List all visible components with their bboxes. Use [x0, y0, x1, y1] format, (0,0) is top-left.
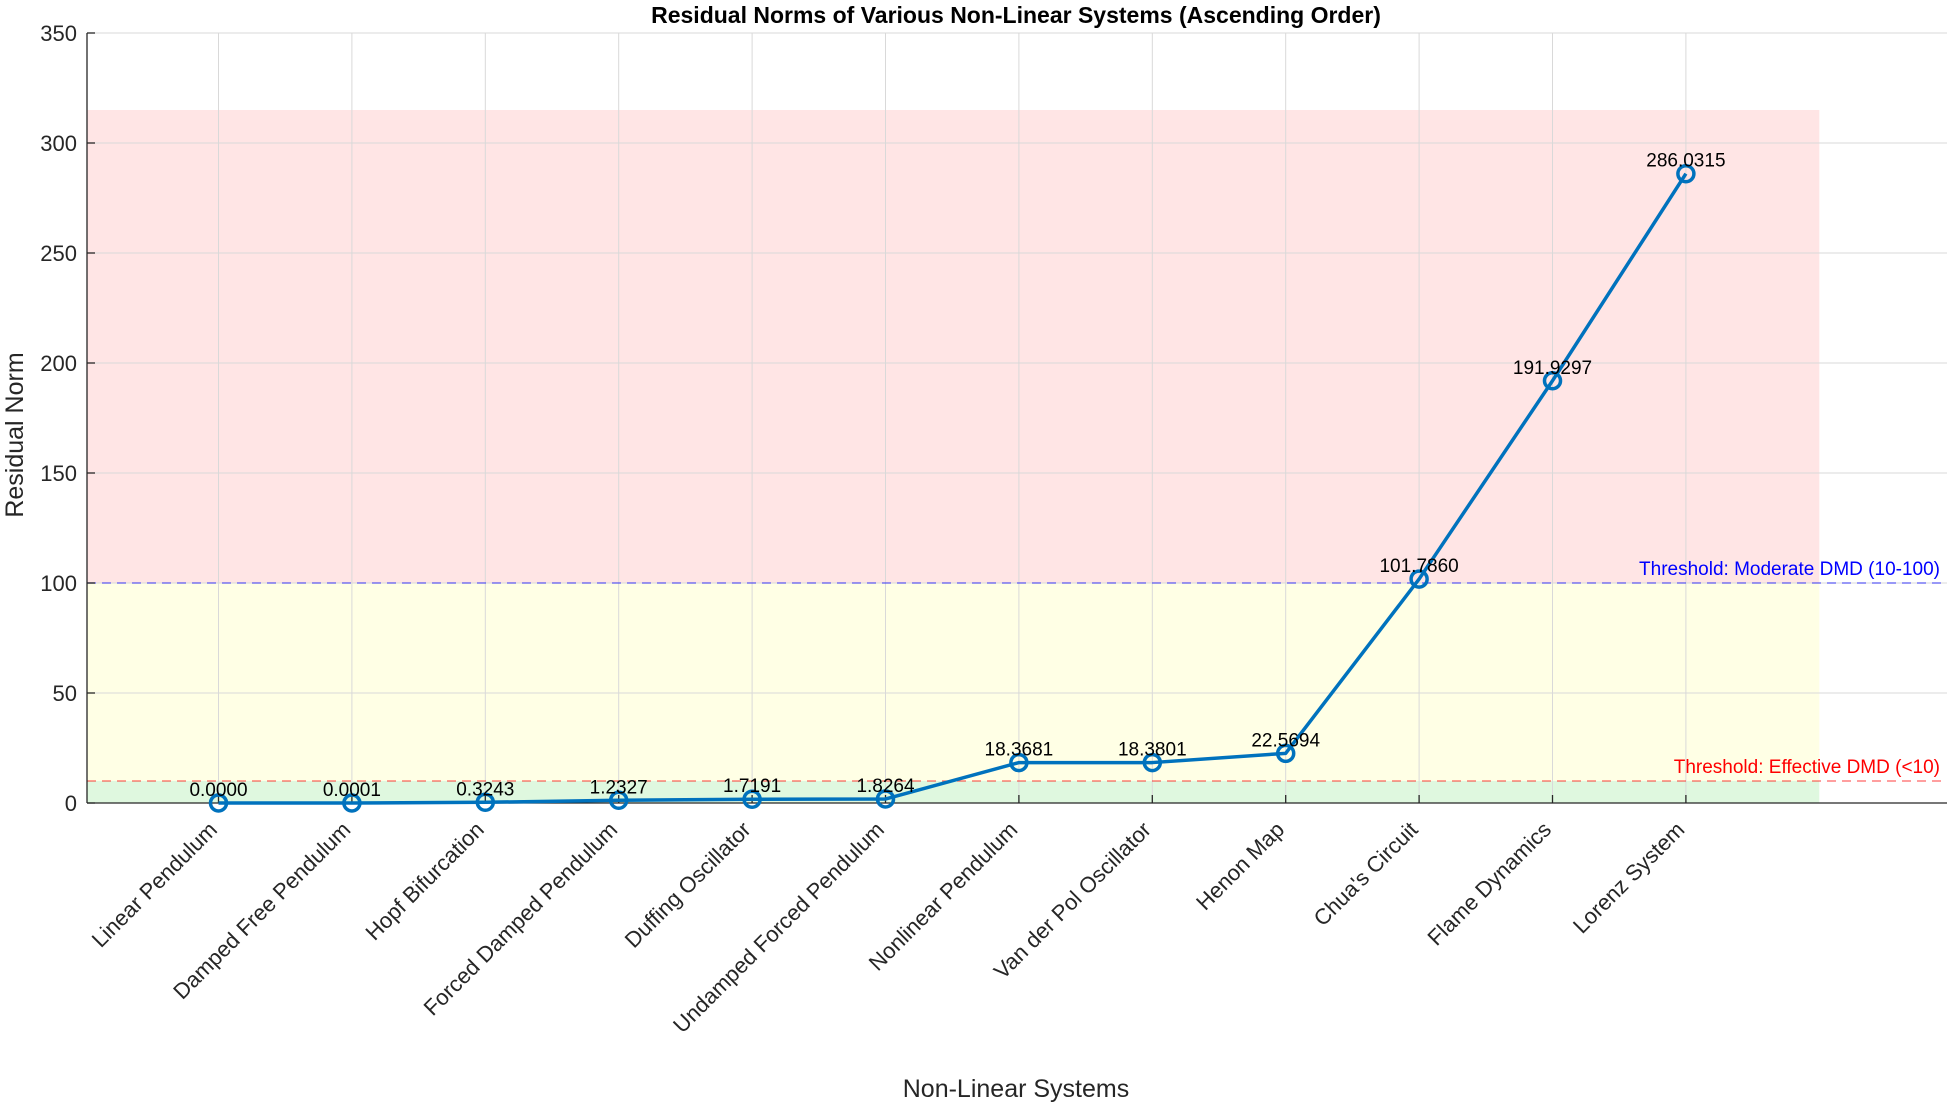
data-label-10: 191.9297: [1513, 358, 1592, 379]
y-tick-label-1: 50: [53, 681, 77, 706]
data-point-6: [1009, 752, 1029, 773]
threshold-lines: Threshold: Effective DMD (<10) Threshold:…: [87, 559, 1947, 782]
data-point-4: [742, 789, 762, 809]
data-point-2: [475, 792, 496, 813]
series-line: [218, 172, 1688, 805]
x-tick-label-5: Undamped Forced Pendulum: [668, 817, 889, 1038]
x-tick-label-2: Hopf Bifurcation: [360, 817, 488, 945]
data-labels: 0.0000 0.0001 0.3243 1.2327 1.7191 1.8264 18.3…: [189, 151, 1725, 801]
x-tick-label-8: Henon Map: [1191, 817, 1289, 915]
data-label-11: 286.0315: [1646, 151, 1725, 172]
series: [208, 163, 1696, 813]
data-label-3: 1.2327: [590, 777, 648, 798]
data-label-2: 0.3243: [456, 779, 514, 800]
data-label-5: 1.8264: [856, 776, 915, 797]
x-tick-label-4: Duffing Oscillator: [620, 817, 756, 953]
data-point-5: [875, 789, 896, 809]
y-tick-label-2: 100: [40, 571, 77, 596]
y-tick-label-4: 200: [40, 351, 77, 376]
threshold-label-1: Threshold: Moderate DMD (10-100): [1639, 559, 1940, 580]
y-tick-label-0: 0: [65, 791, 77, 816]
data-point-8: [1275, 743, 1296, 764]
chart-title: Residual Norms of Various Non-Linear Sys…: [651, 2, 1381, 28]
data-point-7: [1142, 752, 1163, 773]
data-point-3: [608, 790, 629, 811]
y-axis-label: Residual Norm: [1, 352, 29, 517]
x-tick-label-0: Linear Pendulum: [87, 817, 222, 952]
region-0: [87, 781, 1820, 803]
shaded-regions: [87, 110, 1820, 803]
data-label-0: 0.0000: [189, 780, 247, 801]
data-point-10: [1542, 371, 1563, 391]
data-label-8: 22.5694: [1251, 730, 1320, 751]
data-point-9: [1409, 569, 1429, 589]
data-label-7: 18.3801: [1118, 740, 1187, 761]
region-2: [87, 110, 1820, 583]
data-point-11: [1676, 163, 1696, 184]
data-label-6: 18.3681: [985, 740, 1054, 761]
x-tick-label-9: Chua's Circuit: [1309, 817, 1423, 931]
data-label-1: 0.0001: [323, 780, 381, 801]
y-tick-label-3: 150: [40, 461, 77, 486]
y-tick-label-5: 250: [40, 241, 77, 266]
threshold-label-0: Threshold: Effective DMD (<10): [1674, 757, 1940, 778]
region-1: [87, 583, 1820, 781]
data-label-4: 1.7191: [723, 776, 781, 797]
x-tick-label-11: Lorenz System: [1568, 817, 1689, 938]
data-label-9: 101.7860: [1379, 556, 1458, 577]
data-point-1: [342, 793, 362, 813]
data-point-0: [208, 793, 229, 813]
y-tick-label-6: 300: [40, 131, 77, 156]
x-tick-label-10: Flame Dynamics: [1423, 817, 1557, 951]
x-tick-label-6: Nonlinear Pendulum: [864, 817, 1023, 976]
x-axis-label: Non-Linear Systems: [903, 1075, 1129, 1103]
y-tick-label-7: 350: [40, 21, 77, 46]
